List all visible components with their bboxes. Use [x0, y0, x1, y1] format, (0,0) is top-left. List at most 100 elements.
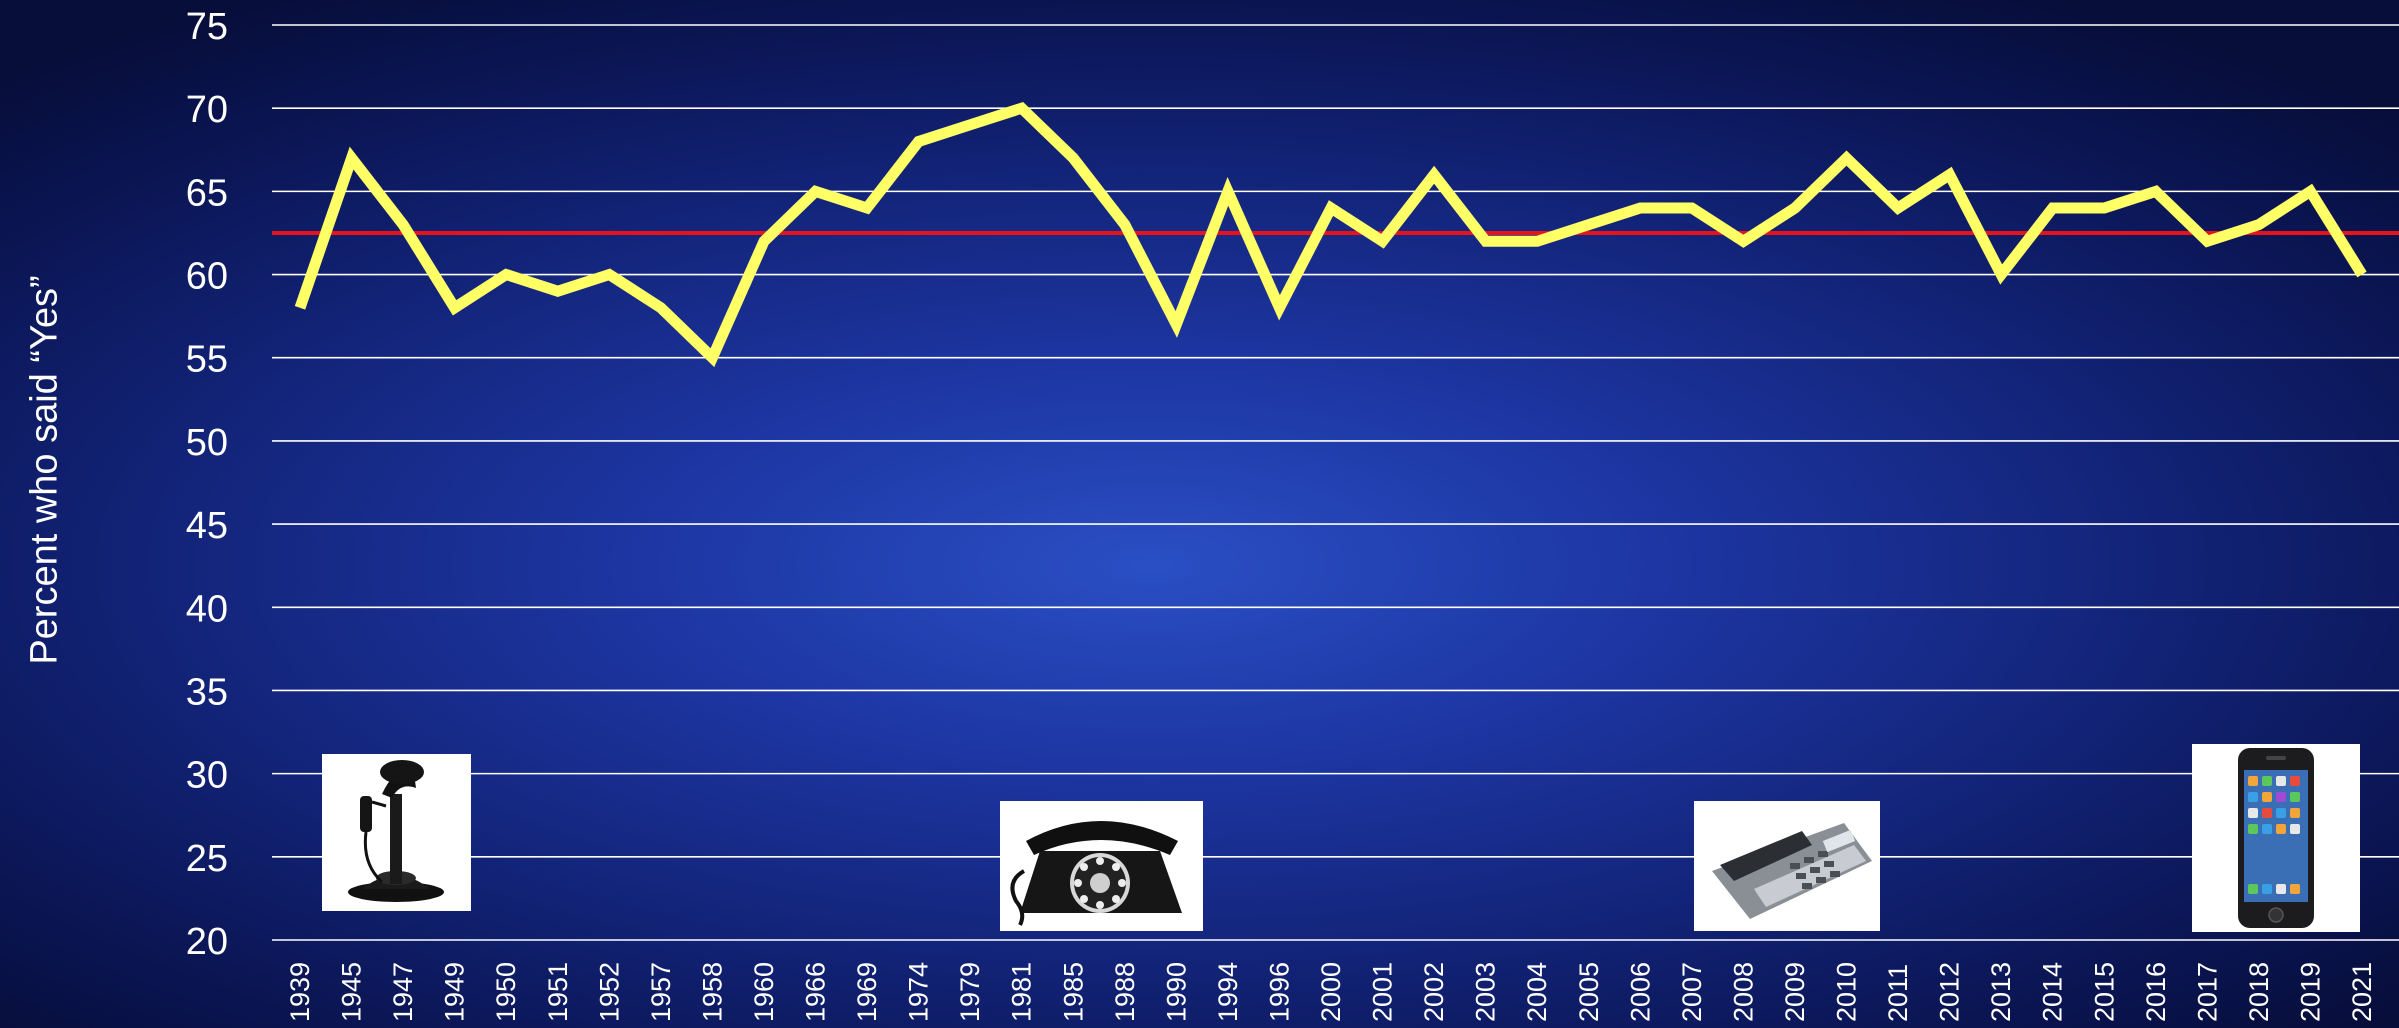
x-tick-label: 2019 — [2295, 962, 2325, 1022]
x-tick-label: 1969 — [852, 962, 882, 1022]
y-tick-label: 35 — [186, 671, 228, 713]
x-tick-label: 2018 — [2244, 962, 2274, 1022]
x-tick-label: 2002 — [1419, 962, 1449, 1022]
data-point — [2102, 206, 2106, 210]
x-tick-label: 2013 — [1986, 962, 2016, 1022]
data-point — [1845, 156, 1849, 160]
x-tick-label: 2009 — [1780, 962, 1810, 1022]
data-point — [1587, 223, 1591, 227]
data-point — [2051, 206, 2055, 210]
x-tick-label: 1985 — [1058, 962, 1088, 1022]
data-point — [710, 356, 714, 360]
data-point — [814, 189, 818, 193]
desk-phone-icon — [1694, 801, 1880, 931]
data-point — [2205, 239, 2209, 243]
y-tick-label: 40 — [186, 588, 228, 630]
y-tick-label: 30 — [186, 755, 228, 797]
data-point — [2360, 273, 2364, 277]
data-point — [1638, 206, 1642, 210]
x-tick-label: 1979 — [955, 962, 985, 1022]
x-tick-label: 1951 — [543, 962, 573, 1022]
x-tick-label: 2004 — [1522, 962, 1552, 1022]
data-point — [1329, 206, 1333, 210]
data-point — [1741, 239, 1745, 243]
data-point — [556, 289, 560, 293]
x-tick-label: 1949 — [440, 962, 470, 1022]
data-point — [1020, 106, 1024, 110]
x-tick-label: 1994 — [1213, 962, 1243, 1022]
x-tick-label: 1966 — [801, 962, 831, 1022]
x-tick-label: 2003 — [1471, 962, 1501, 1022]
x-tick-label: 2017 — [2192, 962, 2222, 1022]
x-tick-label: 1952 — [594, 962, 624, 1022]
y-tick-label: 60 — [186, 256, 228, 298]
y-tick-label: 25 — [186, 838, 228, 880]
data-point — [1999, 273, 2003, 277]
data-point — [2154, 189, 2158, 193]
x-tick-label: 2008 — [1728, 962, 1758, 1022]
y-tick-label: 45 — [186, 505, 228, 547]
y-tick-label: 55 — [186, 339, 228, 381]
x-tick-label: 1960 — [749, 962, 779, 1022]
data-point — [1432, 173, 1436, 177]
x-tick-label: 2015 — [2089, 962, 2119, 1022]
y-axis-label-text: Percent who said “Yes” — [23, 275, 66, 665]
x-tick-label: 2000 — [1316, 962, 1346, 1022]
candlestick-phone-icon — [322, 754, 471, 911]
x-tick-label: 2010 — [1832, 962, 1862, 1022]
x-tick-label: 1996 — [1264, 962, 1294, 1022]
data-point — [968, 123, 972, 127]
data-point — [1535, 239, 1539, 243]
y-tick-label: 65 — [186, 172, 228, 214]
x-tick-label: 2016 — [2141, 962, 2171, 1022]
data-point — [401, 223, 405, 227]
x-tick-label: 1988 — [1110, 962, 1140, 1022]
data-point — [607, 273, 611, 277]
y-tick-label: 75 — [186, 6, 228, 48]
x-tick-label: 1990 — [1161, 962, 1191, 1022]
data-point — [865, 206, 869, 210]
x-tick-label: 2014 — [2038, 962, 2068, 1022]
data-point — [1948, 173, 1952, 177]
data-point — [1381, 239, 1385, 243]
data-point — [1793, 206, 1797, 210]
data-point — [504, 273, 508, 277]
x-tick-label: 2006 — [1625, 962, 1655, 1022]
x-tick-label: 1950 — [491, 962, 521, 1022]
smartphone-icon — [2192, 744, 2360, 932]
x-tick-label: 2007 — [1677, 962, 1707, 1022]
data-point — [1690, 206, 1694, 210]
x-tick-label: 2005 — [1574, 962, 1604, 1022]
x-tick-label: 1974 — [904, 962, 934, 1022]
data-point — [2257, 223, 2261, 227]
data-point — [1123, 223, 1127, 227]
x-tick-label: 2021 — [2347, 962, 2377, 1022]
data-point — [1071, 156, 1075, 160]
x-tick-label: 2011 — [1883, 964, 1913, 1022]
rotary-phone-icon — [1000, 801, 1203, 931]
data-point — [762, 239, 766, 243]
data-point — [1278, 306, 1282, 310]
x-tick-label: 1947 — [388, 962, 418, 1022]
data-point — [1484, 239, 1488, 243]
data-point — [350, 156, 354, 160]
series-line — [294, 101, 2367, 368]
x-tick-label: 1939 — [285, 962, 315, 1022]
x-tick-label: 2001 — [1368, 962, 1398, 1022]
y-tick-label: 70 — [186, 89, 228, 131]
data-point — [1226, 189, 1230, 193]
x-tick-label: 1958 — [697, 962, 727, 1022]
data-point — [453, 306, 457, 310]
y-tick-label: 50 — [186, 422, 228, 464]
y-tick-label: 20 — [186, 921, 228, 963]
x-tick-label: 1981 — [1007, 962, 1037, 1022]
data-point — [298, 306, 302, 310]
x-tick-label: 1945 — [337, 962, 367, 1022]
x-tick-label: 1957 — [646, 962, 676, 1022]
x-tick-label: 2012 — [1935, 962, 1965, 1022]
data-point — [2308, 189, 2312, 193]
data-point — [659, 306, 663, 310]
data-point — [1896, 206, 1900, 210]
data-point — [917, 140, 921, 144]
